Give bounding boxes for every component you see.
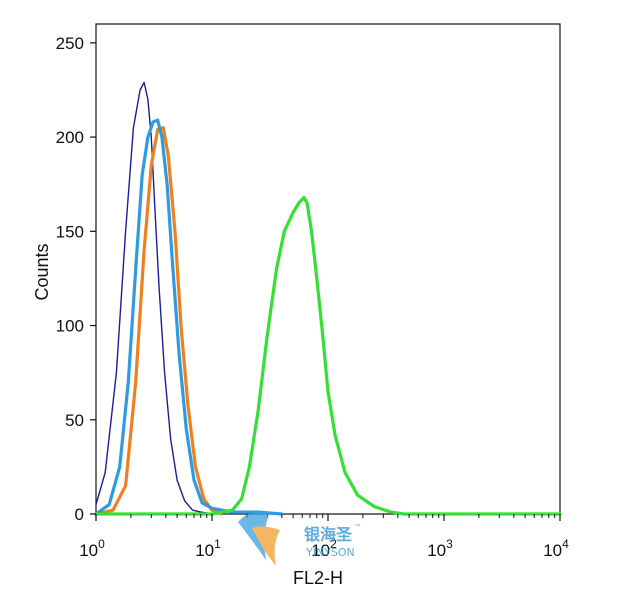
x-tick-label: 103 bbox=[427, 537, 453, 560]
y-tick-label: 0 bbox=[75, 505, 84, 524]
watermark-logo-mark-inner bbox=[252, 526, 280, 566]
y-tick-label: 100 bbox=[56, 317, 84, 336]
series-line-3 bbox=[94, 195, 562, 516]
series-line-1 bbox=[94, 126, 223, 516]
plot-frame bbox=[95, 23, 561, 515]
series-line-2 bbox=[94, 118, 284, 516]
watermark-cn: 银海圣 bbox=[304, 525, 353, 544]
x-tick-label: 102 bbox=[311, 537, 337, 560]
x-tick-exponent: 2 bbox=[330, 537, 337, 551]
x-tick-exponent: 1 bbox=[214, 537, 221, 551]
x-tick-base: 10 bbox=[195, 541, 214, 560]
x-tick-label: 104 bbox=[543, 537, 569, 560]
watermark-logo: 银海圣 ™ YINYSON bbox=[238, 511, 362, 566]
y-tick-label: 200 bbox=[56, 128, 84, 147]
watermark-en: YINYSON bbox=[305, 546, 355, 559]
x-axis-label: FL2-H bbox=[293, 568, 343, 588]
x-tick-exponent: 0 bbox=[98, 537, 105, 551]
y-tick-label: 250 bbox=[56, 34, 84, 53]
series-line-0 bbox=[95, 81, 213, 515]
x-tick-base: 10 bbox=[79, 541, 98, 560]
x-tick-label: 101 bbox=[195, 537, 221, 560]
x-tick-exponent: 4 bbox=[562, 537, 569, 551]
x-tick-exponent: 3 bbox=[446, 537, 453, 551]
watermark-logo-mark bbox=[238, 511, 270, 560]
y-tick-label: 50 bbox=[65, 411, 84, 430]
y-axis-label: Counts bbox=[32, 243, 52, 300]
x-tick-base: 10 bbox=[427, 541, 446, 560]
x-tick-label: 100 bbox=[79, 537, 105, 560]
watermark-tm: ™ bbox=[354, 523, 362, 532]
x-tick-base: 10 bbox=[311, 541, 330, 560]
x-tick-base: 10 bbox=[543, 541, 562, 560]
series-layer bbox=[94, 81, 562, 516]
y-tick-label: 150 bbox=[56, 222, 84, 241]
